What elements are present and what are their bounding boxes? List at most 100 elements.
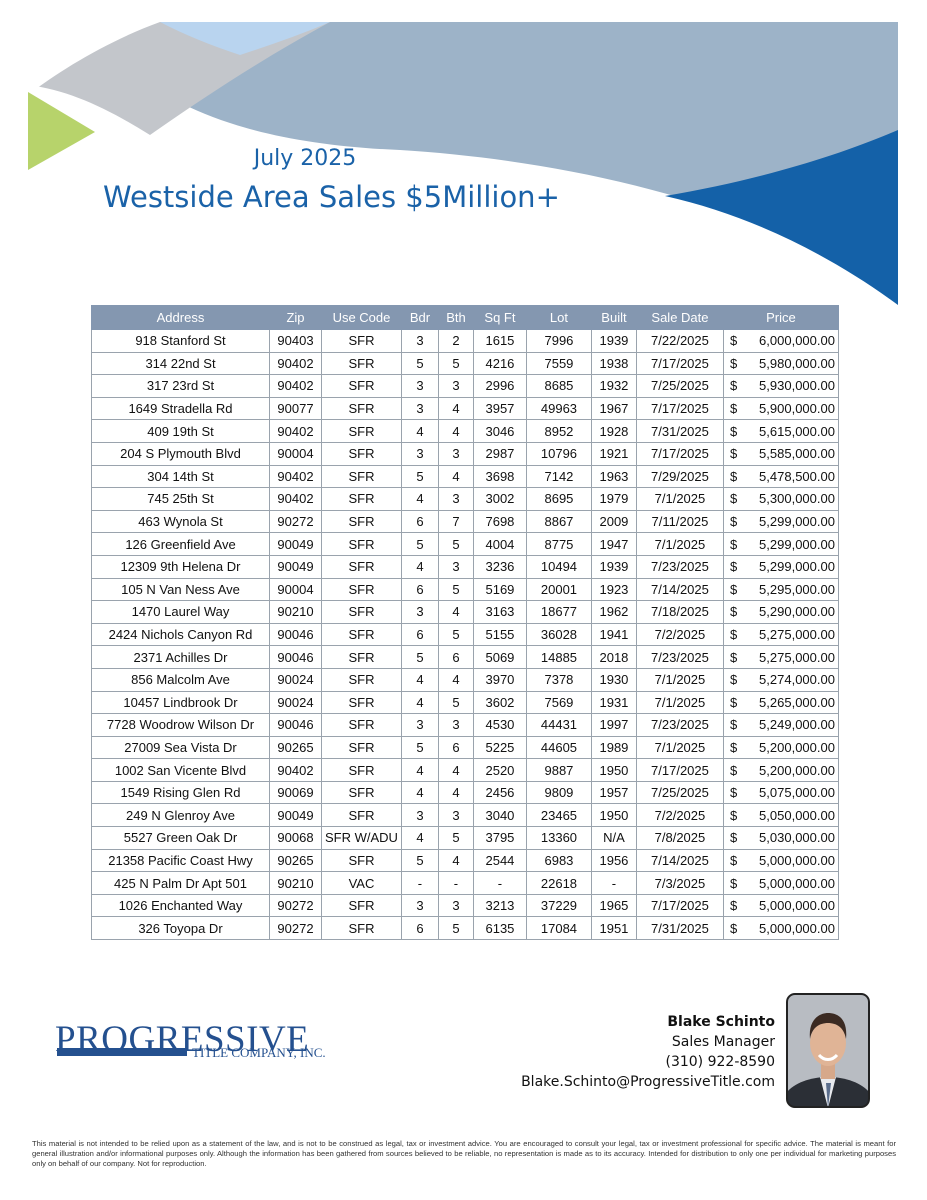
blue-swoosh [665,130,898,305]
table-cell: 14885 [525,645,592,669]
table-cell: 2520 [472,758,527,782]
table-row: 27009 Sea Vista Dr 90265 SFR 5 6 5225 44605 198… [91,735,839,760]
table-cell: SFR [321,667,402,692]
table-cell: 5 [400,532,439,556]
table-cell: 1938 [590,351,637,376]
table-cell: 7/1/2025 [635,487,724,511]
table-row: 126 Greenfield Ave 90049 SFR 5 5 4004 8775 1947… [91,532,839,556]
table-cell: $ [722,713,746,737]
table-cell: 4 [400,419,439,443]
table-cell: $ [722,329,746,353]
contact-phone: (310) 922-8590 [665,1054,776,1070]
table-cell: 90046 [269,645,322,669]
table-cell: 4 [400,826,439,850]
table-cell: 7/17/2025 [635,758,724,782]
table-cell: SFR [321,600,402,624]
table-cell: 90210 [269,871,322,895]
table-cell: 745 25th St [91,487,270,511]
sales-table: Address Zip Use Code Bdr Bth Sq Ft Lot Built Sal… [91,305,839,941]
table-row: 314 22nd St 90402 SFR 5 5 4216 7559 1938 7/17/20… [91,351,839,376]
table-row: 1470 Laurel Way 90210 SFR 3 4 3163 18677 1962 7/… [91,600,839,624]
table-cell: $ [722,780,746,805]
table-cell: 1950 [590,758,637,782]
table-cell: 5169 [472,577,527,602]
table-cell: 3 [437,893,474,918]
table-cell: 90046 [269,713,322,737]
table-cell: 6 [437,735,474,760]
table-cell: 1931 [590,690,637,715]
table-row: 745 25th St 90402 SFR 4 3 3002 8695 1979 7/1/202… [91,487,839,511]
table-cell: SFR [321,351,402,376]
table-cell: 249 N Glenroy Ave [91,803,270,828]
table-cell: 7/1/2025 [635,532,724,556]
table-cell: 918 Stanford St [91,329,270,353]
table-cell: 6 [400,577,439,602]
table-cell: 17084 [525,916,592,941]
table-cell: 37229 [525,893,592,918]
table-cell: 4 [437,667,474,692]
table-cell: N/A [590,826,637,850]
table-cell: 7/8/2025 [635,826,724,850]
table-cell: 3 [400,600,439,624]
table-cell: 90049 [269,803,322,828]
table-cell: SFR [321,758,402,782]
table-cell: SFR [321,509,402,534]
table-cell: 90265 [269,848,322,873]
table-cell: $ [722,826,746,850]
table-cell: 5,300,000.00 [745,487,839,511]
table-cell: - [472,871,527,895]
table-row: 2424 Nichols Canyon Rd 90046 SFR 6 5 5155 3602… [91,622,839,647]
table-cell: 3 [437,803,474,828]
table-cell: 90024 [269,690,322,715]
light-blue-swoosh [160,22,330,55]
column-header: Price [722,305,839,330]
table-cell: 49963 [525,396,592,421]
table-cell: SFR [321,329,402,353]
table-cell: 5 [400,351,439,376]
table-cell: 5,900,000.00 [745,396,839,421]
table-cell: 7/14/2025 [635,848,724,873]
column-header: Zip [269,305,322,330]
table-cell: 3970 [472,667,527,692]
table-cell: 204 S Plymouth Blvd [91,441,270,466]
report-title: Westside Area Sales $5Million+ [103,180,560,214]
table-cell: 326 Toyopa Dr [91,916,270,941]
table-cell: $ [722,554,746,579]
table-row: 105 N Van Ness Ave 90004 SFR 6 5 5169 20001 192… [91,577,839,602]
table-cell: 27009 Sea Vista Dr [91,735,270,760]
table-cell: SFR [321,622,402,647]
table-cell: - [437,871,474,895]
table-cell: 90210 [269,600,322,624]
column-header: Sale Date [635,305,724,330]
table-cell: $ [722,758,746,782]
contact-block: Blake Schinto Sales Manager (310) 922-85… [521,1012,775,1092]
white-corner [28,22,160,95]
table-cell: 1928 [590,419,637,443]
table-cell: 4 [400,690,439,715]
table-cell: 6983 [525,848,592,873]
table-cell: 8695 [525,487,592,511]
table-cell: 4216 [472,351,527,376]
table-cell: 7/23/2025 [635,554,724,579]
table-cell: $ [722,916,746,941]
table-cell: $ [722,735,746,760]
table-cell: 90402 [269,758,322,782]
table-cell: 5 [400,645,439,669]
table-cell: 1921 [590,441,637,466]
table-cell: 1962 [590,600,637,624]
table-cell: 4004 [472,532,527,556]
table-cell: 7/17/2025 [635,351,724,376]
table-cell: 2 [437,329,474,353]
table-cell: 3046 [472,419,527,443]
table-cell: 4 [437,419,474,443]
table-cell: 5 [437,351,474,376]
table-cell: 90068 [269,826,322,850]
table-cell: 36028 [525,622,592,647]
table-cell: 9887 [525,758,592,782]
table-cell: $ [722,803,746,828]
table-cell: SFR [321,554,402,579]
table-cell: $ [722,848,746,873]
table-cell: 7 [437,509,474,534]
table-cell: 463 Wynola St [91,509,270,534]
table-cell: 6 [400,509,439,534]
